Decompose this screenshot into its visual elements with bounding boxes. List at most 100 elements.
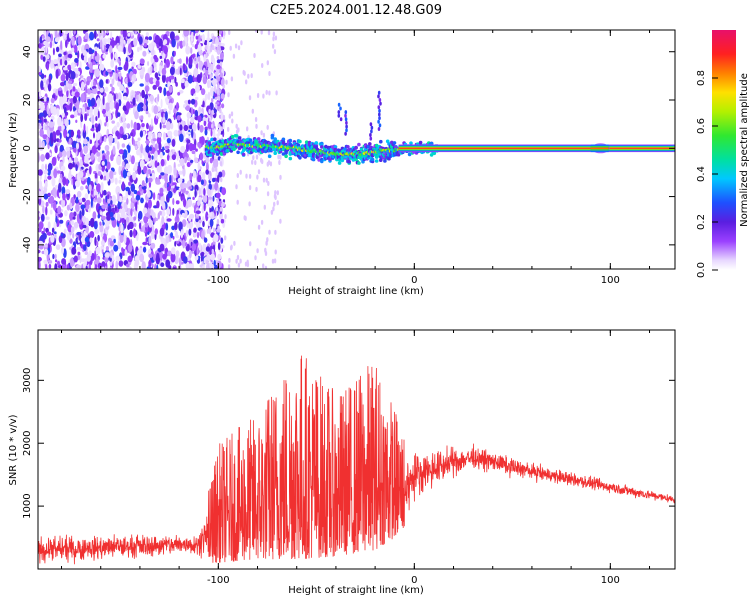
heatmap-cell (75, 142, 80, 150)
heatmap-cell (274, 35, 278, 41)
heatmap-cell (261, 63, 264, 68)
heatmap-cell (298, 156, 302, 160)
heatmap-cell (132, 171, 137, 181)
heatmap-cell (125, 263, 130, 268)
heatmap-cell (45, 206, 48, 216)
heatmap-cell (369, 122, 373, 127)
heatmap-cell (77, 129, 81, 136)
heatmap-cell (378, 98, 382, 102)
heatmap-cell (76, 231, 82, 236)
heatmap-cell (72, 216, 76, 220)
heatmap-cell (159, 151, 163, 159)
heatmap-cell (208, 109, 211, 114)
heatmap-cell (256, 248, 259, 254)
heatmap-cell (184, 73, 187, 77)
heatmap-cell (47, 83, 52, 92)
heatmap-cell (40, 116, 44, 126)
heatmap-cell (81, 263, 84, 269)
heatmap-cell (147, 113, 151, 118)
heatmap-cell (104, 159, 108, 167)
heatmap-cell (274, 249, 277, 255)
heatmap-cell (127, 189, 131, 196)
heatmap-cell (49, 195, 55, 204)
heatmap-cell (203, 120, 207, 126)
heatmap-cell (176, 102, 179, 111)
heatmap-cell (340, 158, 345, 163)
heatmap-cell (163, 45, 168, 55)
heatmap-cell (122, 153, 125, 160)
heatmap-cell (62, 34, 67, 39)
heatmap-cell (261, 159, 264, 165)
heatmap-cell (92, 86, 97, 90)
heatmap-cell (206, 260, 209, 266)
heatmap-cell (111, 111, 115, 115)
heatmap-cell (89, 237, 93, 244)
heatmap-cell (117, 66, 123, 71)
heatmap-cell (99, 174, 104, 180)
heatmap-cell (56, 170, 62, 174)
heatmap-cell (86, 125, 89, 135)
heatmap-cell (159, 227, 165, 237)
heatmap-cell (125, 163, 130, 170)
heatmap-cell (104, 122, 107, 127)
heatmap-cell (72, 86, 76, 92)
heatmap-cell (200, 187, 203, 197)
heatmap-cell (104, 222, 110, 227)
heatmap-cell (52, 47, 55, 56)
heatmap-cell (117, 45, 123, 52)
heatmap-cell (222, 121, 225, 130)
heatmap-cell (102, 266, 105, 269)
heatmap-cell (58, 87, 62, 91)
heatmap-cell (178, 170, 183, 175)
heatmap-cell (43, 227, 46, 232)
heatmap-cell (192, 123, 197, 132)
heatmap-cell (213, 57, 216, 67)
heatmap-cell (220, 237, 224, 244)
heatmap-cell (110, 51, 114, 60)
heatmap-cell (101, 160, 105, 166)
heatmap-cell (190, 98, 196, 105)
heatmap-cell (162, 253, 167, 260)
heatmap-cell (66, 204, 71, 211)
heatmap-cell (122, 116, 125, 123)
heatmap-cell (154, 34, 160, 45)
heatmap-cell (143, 43, 147, 48)
heatmap-cell (44, 163, 48, 171)
heatmap-cell (54, 234, 57, 238)
heatmap-cell (46, 104, 49, 115)
heatmap-cell (118, 99, 122, 107)
heatmap-cell (57, 260, 60, 266)
heatmap-cell (67, 80, 73, 84)
heatmap-cell (344, 117, 348, 122)
heatmap-cell (368, 142, 372, 146)
heatmap-cell (65, 189, 71, 195)
heatmap-cell (279, 174, 282, 180)
heatmap-cell (101, 261, 106, 269)
heatmap-cell (137, 165, 140, 172)
heatmap-cell (71, 36, 75, 46)
heatmap-cell (215, 43, 218, 48)
heatmap-cell (175, 82, 178, 87)
heatmap-cell (50, 59, 54, 69)
heatmap-cell (126, 144, 130, 150)
heatmap-cell (79, 185, 84, 191)
heatmap-cell (162, 117, 166, 123)
heatmap-cell (94, 194, 98, 201)
heatmap-cell (225, 79, 228, 85)
heatmap-cell (209, 74, 212, 79)
heatmap-cell (265, 177, 268, 183)
heatmap-cell (166, 138, 171, 144)
heatmap-cell (248, 201, 251, 207)
heatmap-cell (204, 129, 208, 136)
heatmap-cell (262, 177, 266, 183)
spectrogram-x-axis-label: Height of straight line (km) (288, 286, 424, 297)
heatmap-cell (76, 190, 82, 198)
heatmap-cell (99, 221, 102, 226)
heatmap-cell (357, 161, 361, 165)
heatmap-cell (72, 157, 75, 162)
heatmap-cell (173, 129, 179, 137)
heatmap-cell (119, 72, 122, 80)
heatmap-cell (61, 125, 65, 130)
